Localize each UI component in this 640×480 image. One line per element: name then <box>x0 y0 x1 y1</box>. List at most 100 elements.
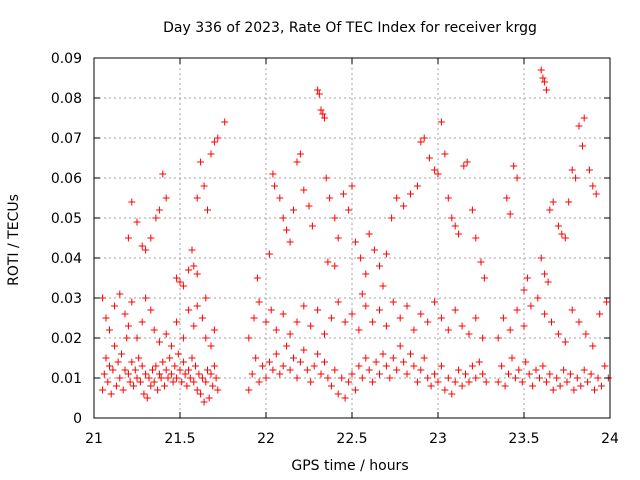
data-point <box>520 286 528 294</box>
data-point <box>372 358 380 366</box>
data-point <box>279 214 287 222</box>
data-point <box>358 290 366 298</box>
data-point <box>472 314 480 322</box>
data-point <box>321 330 328 338</box>
data-point <box>334 298 342 306</box>
data-point <box>314 306 322 314</box>
data-point <box>393 366 401 374</box>
data-point <box>155 206 163 214</box>
data-point <box>431 370 439 378</box>
data-point <box>549 198 557 206</box>
data-point <box>331 262 339 270</box>
data-point <box>396 314 404 322</box>
data-point <box>305 202 313 210</box>
data-point <box>106 326 113 334</box>
data-point <box>317 106 325 114</box>
data-point <box>193 194 201 202</box>
data-point <box>205 394 213 402</box>
data-point <box>546 370 554 378</box>
data-point <box>118 350 125 358</box>
data-point <box>591 386 598 394</box>
data-point <box>307 322 315 330</box>
data-point <box>601 362 609 370</box>
data-point <box>472 374 480 382</box>
data-point <box>321 358 328 366</box>
data-point <box>179 334 187 342</box>
data-point <box>403 370 411 378</box>
data-point <box>541 310 549 318</box>
data-point <box>195 370 203 378</box>
data-point <box>554 330 562 338</box>
data-point <box>382 322 390 330</box>
data-point <box>444 326 452 334</box>
data-point <box>477 258 485 266</box>
data-point <box>334 234 342 242</box>
y-tick-label: 0.03 <box>51 291 82 307</box>
data-point <box>348 310 356 318</box>
data-point <box>300 346 308 354</box>
data-point <box>250 314 258 322</box>
data-point <box>472 234 480 242</box>
data-point <box>173 318 181 326</box>
data-point <box>382 250 390 258</box>
data-point <box>579 142 586 150</box>
data-point <box>107 390 115 398</box>
data-point <box>179 282 187 290</box>
data-point <box>307 378 315 386</box>
data-point <box>200 398 208 406</box>
data-point <box>345 378 353 386</box>
data-point <box>286 330 294 338</box>
data-point <box>322 174 330 182</box>
data-point <box>431 298 439 306</box>
data-point <box>365 230 373 238</box>
data-point <box>553 374 561 382</box>
data-point <box>207 342 215 350</box>
data-point <box>255 298 263 306</box>
data-point <box>592 190 600 198</box>
data-point <box>202 334 210 342</box>
data-point <box>303 366 311 374</box>
data-point <box>537 66 545 74</box>
data-point <box>451 222 459 230</box>
data-point <box>386 374 394 382</box>
data-point <box>145 374 153 382</box>
data-point <box>159 358 167 366</box>
data-point <box>568 306 576 314</box>
data-point <box>262 318 270 326</box>
data-point <box>319 110 327 118</box>
data-point <box>210 326 218 334</box>
data-point <box>424 318 432 326</box>
data-point <box>269 170 277 178</box>
data-point <box>166 354 174 362</box>
data-point <box>290 206 297 214</box>
data-point <box>563 378 571 386</box>
x-tick-label: 21 <box>85 431 103 447</box>
x-tick-label: 22 <box>257 431 275 447</box>
data-point <box>221 118 229 126</box>
data-point <box>549 386 557 394</box>
data-point <box>566 370 574 378</box>
data-point <box>173 374 181 382</box>
data-point <box>389 298 397 306</box>
data-point <box>138 318 146 326</box>
data-point <box>119 386 127 394</box>
data-point <box>596 310 604 318</box>
data-point <box>431 166 439 174</box>
data-point <box>339 190 347 198</box>
y-tick-label: 0.09 <box>51 51 82 67</box>
data-point <box>112 382 120 390</box>
data-point <box>159 170 167 178</box>
data-point <box>173 274 181 282</box>
data-point <box>276 370 284 378</box>
data-point <box>162 330 170 338</box>
data-point <box>155 338 163 346</box>
data-point <box>475 358 483 366</box>
data-point <box>109 366 117 374</box>
data-point <box>150 378 158 386</box>
data-point <box>193 270 201 278</box>
data-point <box>324 374 332 382</box>
data-point <box>147 306 155 314</box>
data-point <box>448 214 456 222</box>
data-point <box>541 270 549 278</box>
